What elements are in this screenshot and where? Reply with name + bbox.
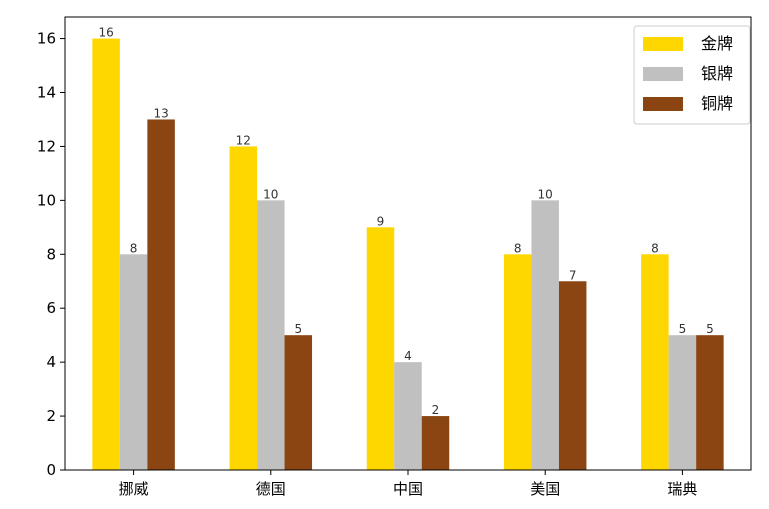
bar-2-1 (394, 362, 422, 470)
legend-label-1: 银牌 (701, 64, 733, 83)
legend-label-0: 金牌 (701, 34, 733, 53)
x-tick-label-1: 德国 (256, 480, 286, 498)
bar-4-1 (668, 335, 697, 470)
data-label-4-2: 5 (706, 322, 714, 336)
legend-swatch-1 (643, 67, 683, 81)
data-label-1-2: 5 (294, 322, 302, 336)
bar-1-2 (284, 335, 313, 470)
legend-label-2: 铜牌 (701, 94, 733, 113)
y-tick-label-8: 16 (37, 30, 56, 48)
data-label-4-1: 5 (679, 322, 687, 336)
bar-0-1 (119, 254, 148, 470)
bar-0-0 (92, 38, 120, 470)
data-label-1-0: 12 (236, 133, 251, 147)
data-label-2-1: 4 (404, 349, 412, 363)
y-tick-label-1: 2 (46, 407, 56, 425)
x-tick-label-0: 挪威 (119, 480, 149, 498)
bar-2-0 (366, 227, 395, 470)
data-label-3-0: 8 (514, 241, 522, 255)
data-label-3-1: 10 (538, 187, 553, 201)
data-label-1-1: 10 (263, 187, 278, 201)
data-label-4-0: 8 (651, 241, 659, 255)
data-label-2-0: 9 (377, 214, 385, 228)
y-tick-label-0: 0 (46, 461, 56, 479)
data-label-2-2: 2 (432, 403, 440, 417)
y-tick-label-4: 8 (46, 245, 56, 263)
y-tick-label-7: 14 (37, 84, 56, 102)
bar-1-0 (229, 146, 258, 470)
legend-swatch-2 (643, 97, 683, 111)
bar-3-1 (531, 200, 559, 470)
y-tick-label-3: 6 (46, 299, 56, 317)
bar-3-2 (558, 281, 587, 470)
legend-swatch-0 (643, 37, 683, 51)
bar-0-2 (147, 119, 175, 470)
x-axis: 挪威 德国 中国 美国 瑞典 (119, 470, 697, 498)
x-tick-label-4: 瑞典 (667, 480, 697, 498)
bars-layer (92, 38, 724, 470)
data-label-0-1: 8 (130, 241, 138, 255)
bar-2-2 (421, 416, 450, 470)
bar-3-0 (503, 254, 532, 470)
y-axis: 0 2 4 6 8 10 12 14 16 (37, 30, 65, 479)
data-label-0-2: 13 (153, 106, 168, 120)
y-tick-label-5: 10 (37, 191, 56, 209)
bar-1-1 (257, 200, 285, 470)
x-tick-label-3: 美国 (530, 480, 560, 498)
y-tick-label-6: 12 (37, 137, 56, 155)
y-tick-label-2: 4 (46, 353, 56, 371)
data-label-0-0: 16 (98, 26, 113, 40)
data-labels-layer: 16 8 13 12 10 5 9 4 2 8 10 7 8 5 5 (98, 26, 713, 418)
x-tick-label-2: 中国 (393, 480, 423, 498)
data-label-3-2: 7 (569, 268, 577, 282)
bar-4-0 (641, 254, 669, 470)
bar-4-2 (696, 335, 724, 470)
